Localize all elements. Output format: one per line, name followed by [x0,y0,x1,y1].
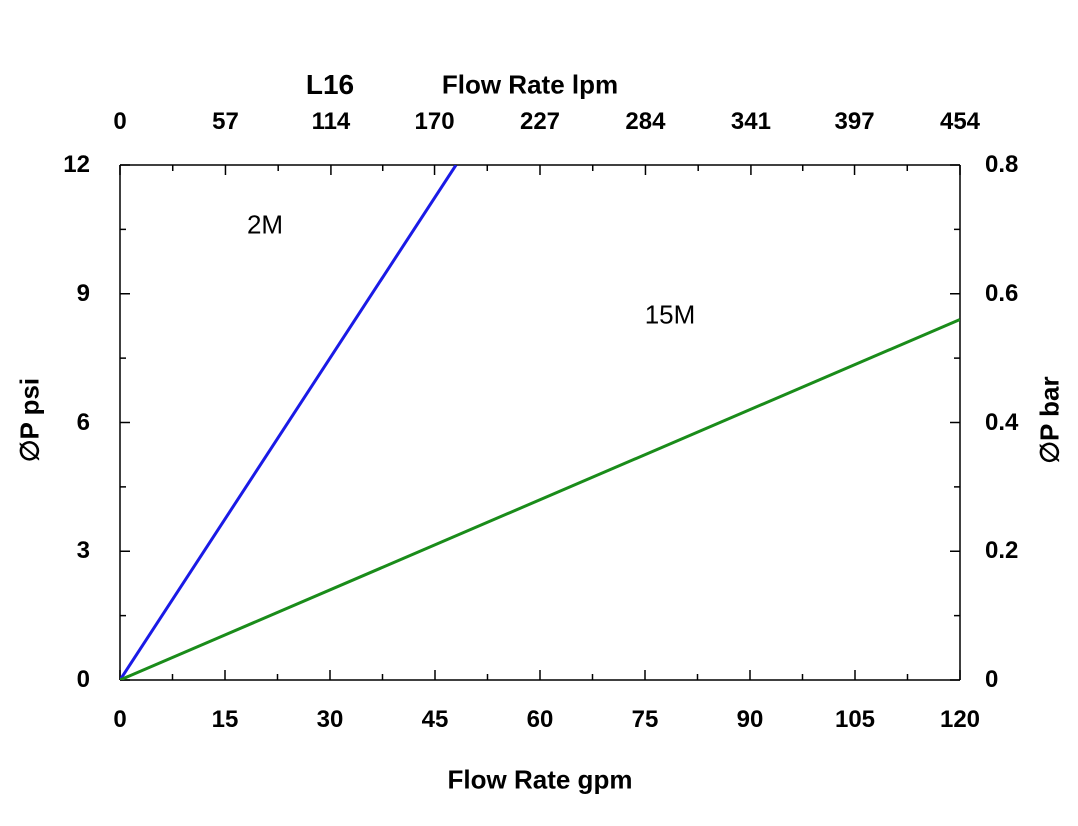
x-bottom-tick-label: 0 [113,706,126,734]
y-right-tick-label: 0.8 [985,151,1018,179]
y-left-tick-label: 6 [77,409,90,437]
y-right-tick-label: 0 [985,666,998,694]
y-right-tick-label: 0.2 [985,537,1018,565]
x-top-tick-label: 0 [113,108,126,136]
x-top-tick-label: 397 [835,108,875,136]
y-right-tick-label: 0.4 [985,409,1018,437]
y-left-tick-label: 12 [63,151,90,179]
x-bottom-tick-label: 60 [527,706,554,734]
x-top-tick-label: 170 [415,108,455,136]
series-line-2M [120,165,456,680]
y-right-tick-label: 0.6 [985,280,1018,308]
x-top-axis-title: Flow Rate lpm [442,70,618,101]
y-left-tick-label: 9 [77,280,90,308]
series-label-2M: 2M [247,210,283,241]
x-top-tick-label: 454 [940,108,980,136]
x-top-tick-label: 57 [212,108,239,136]
chart-root: L16 Flow Rate lpm Flow Rate gpm ∅P psi ∅… [0,0,1078,826]
series-line-15M [120,320,960,681]
x-bottom-tick-label: 30 [317,706,344,734]
x-bottom-tick-label: 105 [835,706,875,734]
y-left-axis-title: ∅P psi [15,378,46,462]
y-left-tick-label: 0 [77,666,90,694]
x-bottom-axis-title: Flow Rate gpm [448,765,633,796]
x-top-tick-label: 341 [731,108,771,136]
top-prefix-label: L16 [306,69,354,101]
x-bottom-tick-label: 75 [632,706,659,734]
x-bottom-tick-label: 15 [212,706,239,734]
x-top-tick-label: 114 [312,108,351,136]
series-label-15M: 15M [645,300,696,331]
x-top-tick-label: 227 [520,108,560,136]
y-right-axis-title: ∅P bar [1035,376,1066,463]
y-left-tick-label: 3 [77,537,90,565]
x-bottom-tick-label: 45 [422,706,449,734]
x-top-tick-label: 284 [625,108,665,136]
x-bottom-tick-label: 90 [737,706,764,734]
x-bottom-tick-label: 120 [940,706,980,734]
